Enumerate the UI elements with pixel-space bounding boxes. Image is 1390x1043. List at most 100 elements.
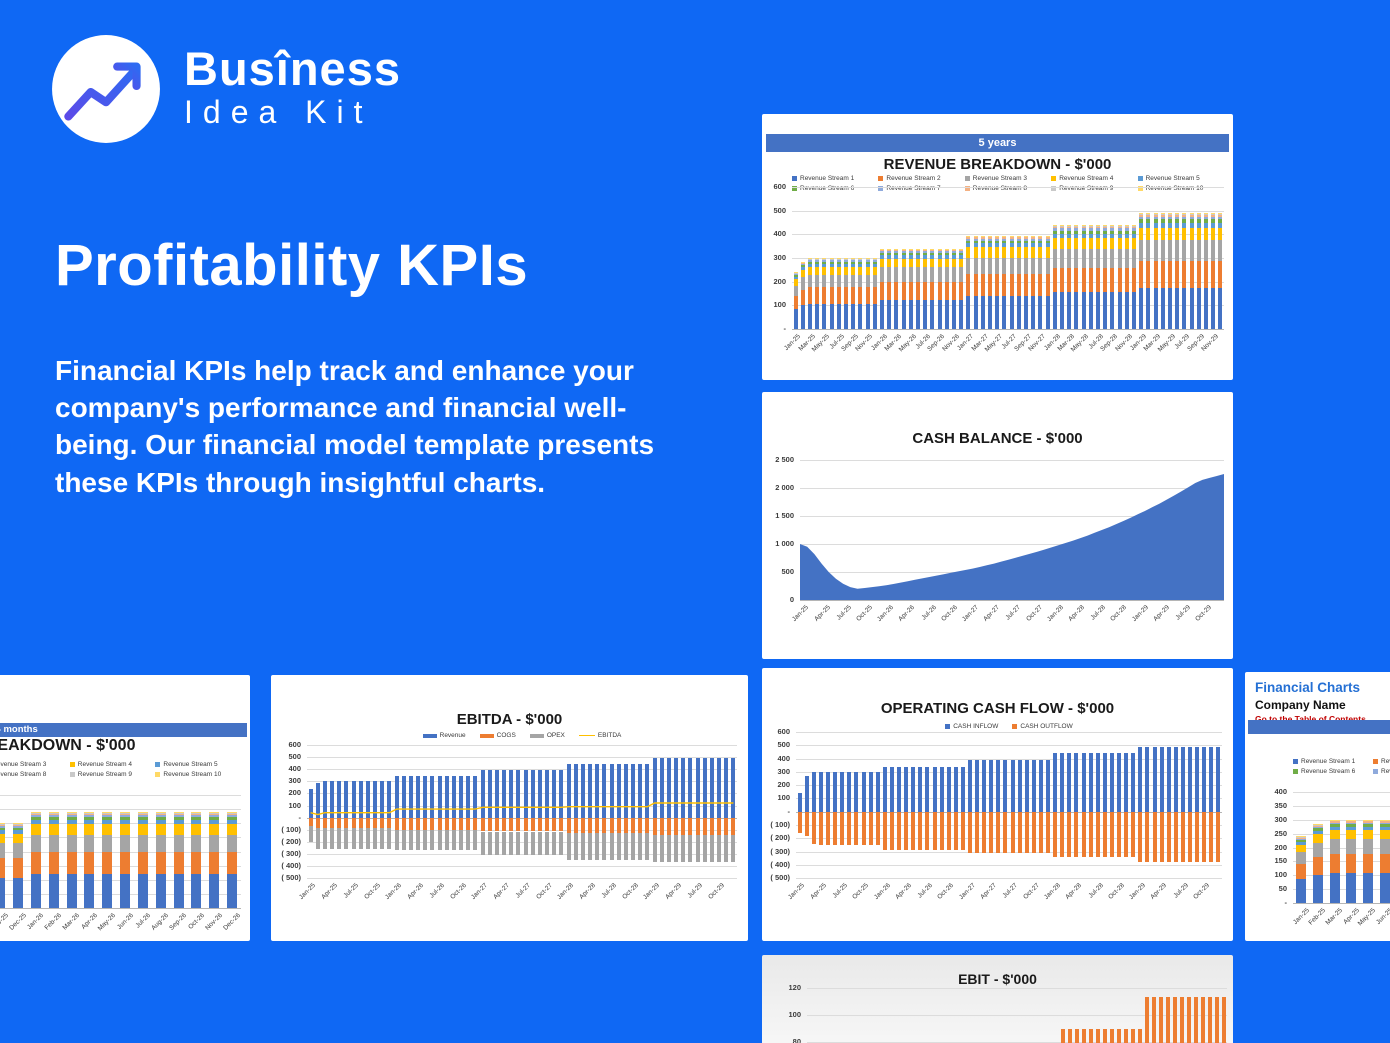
bar (1052, 187, 1057, 329)
bar-negative (681, 817, 686, 835)
bar-segment (1196, 240, 1201, 262)
bar-segment (844, 258, 848, 260)
bar (1346, 792, 1357, 903)
bar-segment (1038, 236, 1043, 238)
bar-segment (13, 833, 24, 844)
bar-segment (1031, 240, 1036, 244)
bar-segment (1132, 224, 1136, 226)
table-of-contents-link[interactable]: Go to the Table of Contents (1255, 714, 1366, 724)
bar-segment (880, 248, 884, 250)
bar-negative (623, 817, 628, 833)
bar-negative (652, 834, 657, 863)
bar-negative (1053, 811, 1058, 858)
bar (991, 988, 995, 1043)
bar-segment (937, 300, 942, 329)
bar-negative (724, 817, 729, 835)
y-axis-label: 500 (777, 740, 790, 750)
bar-segment (800, 265, 805, 268)
x-axis-label: Jan-26 (26, 912, 46, 932)
bar (1130, 988, 1135, 1043)
x-axis-label: Jul-29 (1172, 882, 1190, 900)
bar-positive (631, 764, 636, 818)
bar-segment (844, 261, 848, 265)
bar-segment (1146, 213, 1151, 214)
bar (1188, 732, 1193, 878)
x-axis-label: Oct-29 (1192, 882, 1211, 901)
bar-segment (1363, 854, 1373, 874)
card-cash-balance: CASH BALANCE - $'000 2 500 2 000 1 500 1 00… (762, 392, 1233, 659)
bar-segment (930, 255, 935, 259)
bar-negative (996, 811, 1001, 854)
bar (1160, 187, 1165, 329)
bar-segment (1363, 820, 1373, 822)
bar (173, 795, 184, 908)
bar-segment (858, 264, 863, 267)
bar-negative (487, 831, 492, 856)
gridline (792, 187, 1224, 188)
bar-positive (840, 771, 845, 812)
bar (1363, 792, 1373, 903)
bar-segment (137, 812, 148, 814)
bar-negative (330, 817, 335, 828)
bar-segment (815, 266, 820, 275)
bar-segment (865, 258, 870, 259)
bar-segment (894, 249, 899, 250)
bar-positive (1109, 752, 1114, 812)
bar-negative (466, 829, 471, 851)
bar-segment (1031, 235, 1036, 237)
bar-negative (552, 831, 557, 856)
bar-segment (865, 259, 870, 261)
bar-negative (494, 817, 499, 832)
x-axis-label: Oct-28 (1106, 882, 1126, 901)
bar-segment (1363, 839, 1373, 855)
bar-segment (800, 270, 805, 278)
bar-segment (1103, 233, 1108, 238)
bar-segment (1313, 830, 1323, 834)
x-axis-label: May-26 (96, 912, 117, 933)
bar-segment (944, 250, 949, 252)
bar (893, 988, 897, 1043)
bar (1131, 732, 1136, 878)
bar-segment (815, 287, 820, 304)
bar-segment (1329, 839, 1340, 855)
bar (459, 745, 464, 878)
revenue-breakdown-24m-chart: 40035030025020015010050-Jan-25Feb-25Mar-… (0, 675, 250, 941)
bar-segment (1296, 838, 1307, 841)
bar-segment (1132, 268, 1136, 293)
bar-segment (1160, 222, 1165, 228)
bar-segment (1139, 215, 1144, 217)
bar-positive (595, 764, 600, 818)
x-axis-label: Oct-28 (621, 882, 640, 901)
bar-negative (833, 811, 837, 845)
bar-segment (1218, 216, 1223, 220)
bar-negative (953, 811, 958, 851)
bar-segment (1146, 261, 1151, 288)
bar-positive (688, 758, 693, 818)
x-axis-label: Jan-28 (556, 882, 576, 902)
bar-negative (523, 831, 528, 856)
bar-segment (1379, 826, 1390, 831)
bar-negative (459, 829, 464, 851)
bar-negative (588, 833, 593, 860)
bar-negative (1102, 811, 1107, 858)
bar-segment (908, 248, 913, 250)
bar-segment (1132, 226, 1136, 229)
bar-segment (894, 267, 899, 282)
bar-segment (1189, 261, 1194, 288)
bar (989, 732, 994, 878)
bar-segment (995, 235, 1000, 237)
bar-segment (30, 817, 41, 821)
bar-segment (1196, 261, 1201, 288)
bar-segment (1182, 216, 1187, 220)
bar (1195, 732, 1200, 878)
bar-negative (530, 831, 535, 856)
bar-segment (973, 247, 978, 258)
gridline (1293, 805, 1390, 807)
bar (1088, 187, 1093, 329)
bar-segment (66, 823, 77, 835)
bar-segment (48, 813, 59, 816)
x-axis-label: Jan-25 (791, 604, 811, 624)
period-badge: 24 months (0, 723, 247, 737)
bar-segment (872, 260, 877, 262)
bar-segment (880, 251, 884, 253)
